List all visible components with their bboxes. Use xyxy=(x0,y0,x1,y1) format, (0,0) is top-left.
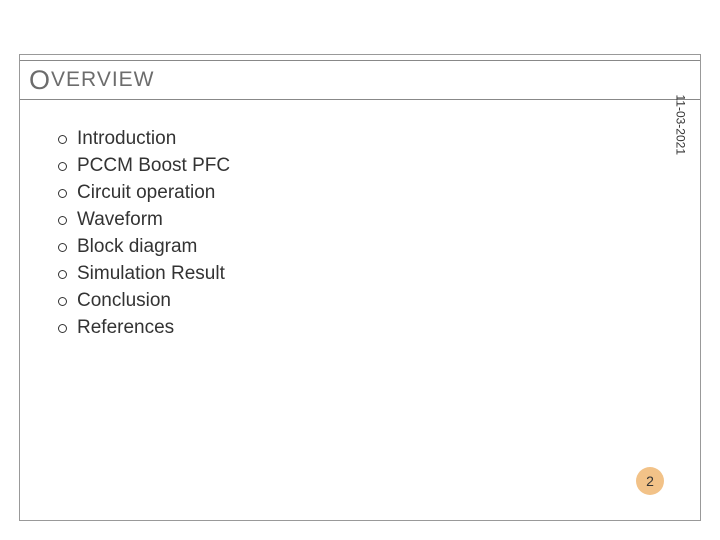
list-item-label: Block diagram xyxy=(77,236,197,258)
bullet-icon xyxy=(58,270,67,279)
bullet-icon xyxy=(58,189,67,198)
list-item: Conclusion xyxy=(58,290,630,312)
bullet-icon xyxy=(58,243,67,252)
list-item-label: Circuit operation xyxy=(77,182,215,204)
title-first-char: O xyxy=(29,65,51,96)
list-item: Block diagram xyxy=(58,236,630,258)
title-bar: OVERVIEW xyxy=(20,60,700,100)
bullet-icon xyxy=(58,324,67,333)
list-item-label: Simulation Result xyxy=(77,263,225,285)
list-item-label: PCCM Boost PFC xyxy=(77,155,230,177)
bullet-icon xyxy=(58,135,67,144)
bullet-icon xyxy=(58,297,67,306)
date-text: 11-03-2021 xyxy=(673,95,687,156)
list-item: PCCM Boost PFC xyxy=(58,155,630,177)
list-item-label: References xyxy=(77,317,174,339)
bullet-icon xyxy=(58,162,67,171)
list-item: Simulation Result xyxy=(58,263,630,285)
page-number-badge: 2 xyxy=(636,467,664,495)
slide: OVERVIEW 11-03-2021 Introduction PCCM Bo… xyxy=(0,0,720,540)
title-rest: VERVIEW xyxy=(51,68,154,92)
list-item-label: Introduction xyxy=(77,128,176,150)
content-list: Introduction PCCM Boost PFC Circuit oper… xyxy=(58,128,630,344)
list-item-label: Conclusion xyxy=(77,290,171,312)
list-item: Circuit operation xyxy=(58,182,630,204)
list-item-label: Waveform xyxy=(77,209,163,231)
list-item: References xyxy=(58,317,630,339)
page-number: 2 xyxy=(646,473,654,489)
list-item: Introduction xyxy=(58,128,630,150)
list-item: Waveform xyxy=(58,209,630,231)
bullet-icon xyxy=(58,216,67,225)
